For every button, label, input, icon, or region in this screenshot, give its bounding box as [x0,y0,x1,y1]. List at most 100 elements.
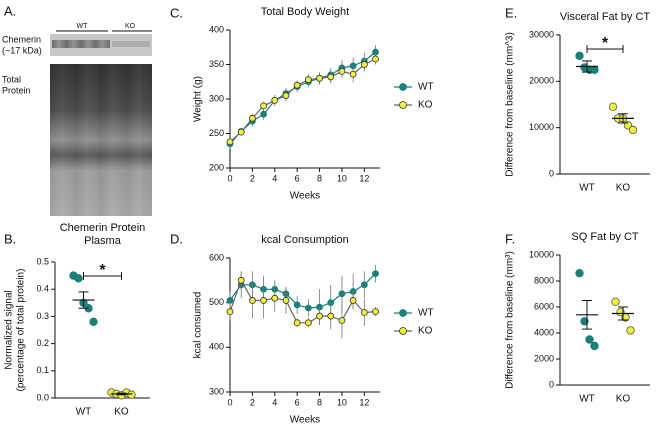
data-point [575,269,584,278]
data-point [626,326,635,335]
legend-marker [399,83,407,91]
blot-label: Chemerin [2,34,41,44]
data-point [89,317,98,327]
data-point [628,125,638,135]
blot-band [112,41,150,47]
legend-marker [399,327,407,335]
y-tick-label: 300 [209,386,224,396]
y-tick-label: 0.2 [36,338,49,348]
data-point [327,312,335,320]
y-tick-label: 300 [209,93,224,103]
chart-title: Total Body Weight [261,6,349,18]
x-tick-label: 2 [250,173,255,183]
y-tick-label: 200 [209,162,224,172]
blot-lanes [50,64,152,216]
legend-label: KO [418,326,433,337]
chart-subtitle: Plasma [84,235,122,247]
data-point [316,312,323,320]
y-tick-label: 350 [209,59,224,69]
chart-title: kcal Consumption [261,234,348,246]
data-point [349,297,357,304]
panel-label: E. [505,5,517,20]
y-tick-label: 10000 [529,249,554,259]
data-point [304,304,312,312]
data-point [237,128,245,136]
data-point [260,110,267,118]
data-point [237,276,245,284]
data-point [260,102,267,110]
data-point [304,319,312,327]
blot-label: (~17 kDa) [2,45,42,55]
group-label: WT [77,23,89,30]
y-tick-label: 10000 [529,122,554,132]
x-tick-label: 8 [317,397,322,407]
data-point [226,297,234,304]
y-tick-label: 20000 [529,76,554,86]
data-point [304,76,312,84]
data-point [260,297,267,304]
y-tick-label: 250 [209,128,224,138]
data-point [580,317,589,326]
blot-band [52,40,110,48]
x-axis-label: Weeks [290,191,320,202]
y-tick-label: 2000 [534,353,554,363]
chart-title: Chemerin Protein [60,222,146,234]
data-point [271,294,279,302]
y-tick-label: 30000 [529,29,554,39]
group-label: KO [125,23,136,30]
y-tick-label: 0.4 [36,284,49,294]
y-axis-label: Difference from baseline (mm³) [505,251,516,389]
legend-marker [399,309,407,317]
y-tick-label: 0.3 [36,311,49,321]
x-tick-label: KO [114,407,129,418]
data-point [590,341,599,351]
data-point [360,61,368,68]
y-tick-label: 0 [549,379,554,389]
data-point [293,81,301,89]
y-axis-label: kcal consumed [193,292,204,359]
data-point [360,309,368,316]
x-tick-label: 4 [272,397,277,407]
data-point [282,92,290,99]
x-tick-label: WT [579,183,595,194]
x-tick-label: 4 [272,173,277,183]
data-point [127,390,136,399]
data-point [338,290,346,298]
blot-label: Total [2,74,21,84]
data-point [611,297,620,306]
data-point [608,102,618,112]
legend-label: WT [418,82,434,93]
x-tick-label: 6 [295,173,300,183]
y-tick-label: 0.5 [36,256,49,266]
data-point [372,308,379,316]
data-point [585,335,594,344]
legend-label: KO [418,100,433,111]
legend-label: WT [418,308,434,319]
legend-marker [399,101,407,109]
y-axis-label: Weight (g) [193,76,204,122]
y-tick-label: 500 [209,297,224,307]
y-tick-label: 400 [209,24,224,34]
y-tick-label: 600 [209,252,224,262]
panel-label: B. [4,231,16,246]
data-point [226,138,234,146]
y-tick-label: 8000 [534,275,554,285]
data-point [372,270,379,278]
x-tick-label: WT [76,407,92,418]
data-point [282,297,290,304]
data-point [360,281,368,289]
y-tick-label: 6000 [534,301,554,311]
y-tick-label: 0.0 [36,392,49,402]
y-axis-label: Difference from baseline (mm^3) [505,32,516,177]
x-tick-label: 2 [250,397,255,407]
x-tick-label: 8 [317,173,322,183]
x-tick-label: KO [616,394,631,405]
data-point [74,274,83,283]
panel-label: A. [4,3,16,18]
data-point [316,74,323,82]
data-point [271,96,279,104]
x-axis-label: Weeks [290,415,320,426]
y-tick-label: 0 [549,168,554,178]
significance-marker: * [99,262,106,279]
